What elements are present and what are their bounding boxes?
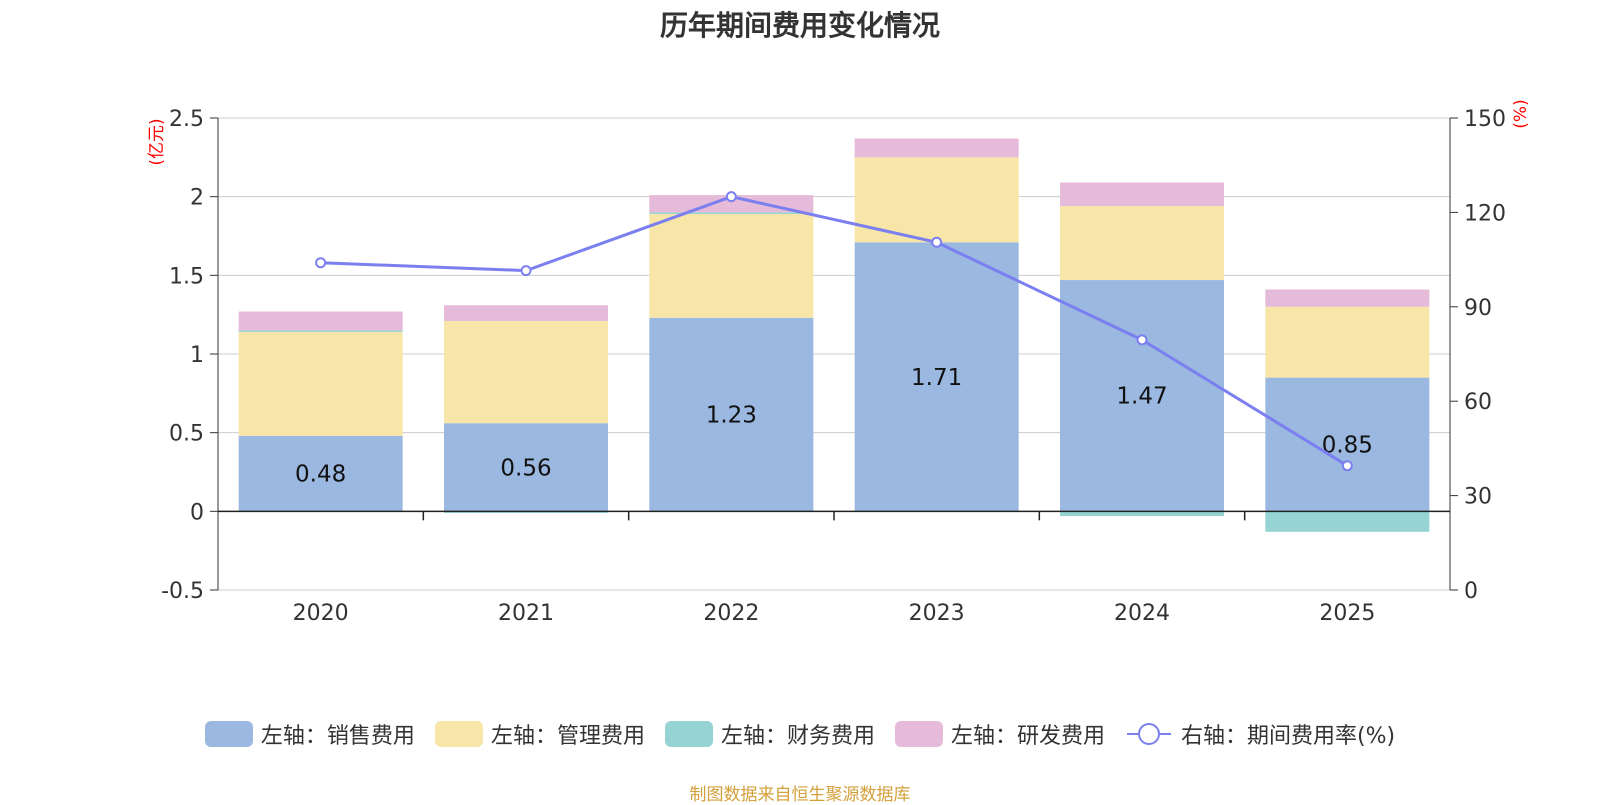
- y-right-tick-label: 30: [1464, 485, 1492, 510]
- legend-label-sales: 左轴：销售费用: [260, 724, 415, 749]
- bar-segment-1-2021: [444, 320, 608, 424]
- chart-title: 历年期间费用变化情况: [659, 9, 940, 42]
- y-right-unit: (%): [1511, 99, 1531, 128]
- legend-label-admin: 左轴：管理费用: [490, 724, 645, 749]
- legend-item-finance[interactable]: 左轴：财务费用: [664, 718, 875, 750]
- y-right-tick-label: 90: [1464, 296, 1492, 321]
- y-left-tick-label: 1.5: [169, 264, 204, 289]
- source-note: 制图数据来自恒生聚源数据库: [689, 785, 911, 805]
- y-left-tick-label: 1: [190, 343, 204, 368]
- legend-item-rnd[interactable]: 左轴：研发费用: [894, 718, 1105, 750]
- x-tick-label: 2022: [703, 601, 759, 626]
- y-right-tick-label: 150: [1464, 107, 1506, 132]
- bar-segment-3-2020: [238, 311, 403, 331]
- y-left-tick-label: 0.5: [169, 422, 204, 447]
- bar-segment-2-2024: [1060, 511, 1224, 517]
- y-left-tick-label: 2: [190, 186, 204, 211]
- bar-segment-2-2021: [444, 511, 608, 513]
- x-tick-label: 2020: [293, 601, 349, 626]
- legend-label-rate: 右轴：期间费用率(%): [1180, 724, 1396, 749]
- rate-point-2024: [1136, 334, 1148, 346]
- bar-segment-1-2024: [1060, 206, 1224, 281]
- bar-segment-1-2020: [238, 331, 403, 436]
- rate-point-2022: [725, 191, 737, 203]
- y-left-tick-label: 0: [190, 500, 204, 525]
- legend-swatch-sales: [204, 721, 253, 747]
- y-right-tick-label: 60: [1464, 390, 1492, 415]
- y-left-unit: (亿元): [147, 118, 167, 165]
- rate-point-2025: [1341, 460, 1353, 472]
- bar-segment-0-2022: [649, 317, 814, 512]
- bar-segment-0-2025: [1265, 377, 1430, 512]
- bar-segment-3-2025: [1265, 289, 1430, 307]
- rate-line: [320, 195, 1349, 467]
- legend-swatch-rate: [1126, 723, 1171, 745]
- bar-segment-1-2025: [1265, 306, 1430, 378]
- legend: 左轴：销售费用 左轴：管理费用 左轴：财务费用 左轴：研发费用 右轴：期间费用率…: [0, 718, 1600, 750]
- bar-segment-2-2020: [238, 330, 403, 332]
- data-label: 0.56: [500, 455, 551, 481]
- y-right-tick-label: 0: [1464, 579, 1478, 604]
- x-tick-label: 2024: [1114, 601, 1170, 626]
- y-right-tick-label: 120: [1464, 201, 1506, 226]
- legend-item-admin[interactable]: 左轴：管理费用: [434, 718, 645, 750]
- data-label: 1.71: [911, 365, 962, 391]
- rate-point-2023: [931, 236, 943, 248]
- bar-segment-0-2023: [854, 242, 1019, 512]
- bar-segment-3-2023: [854, 138, 1019, 158]
- bar-segment-0-2020: [238, 435, 403, 512]
- rate-point-2021: [520, 265, 532, 277]
- y-left-tick-label: 2.5: [169, 107, 204, 132]
- legend-item-sales[interactable]: 左轴：销售费用: [204, 718, 415, 750]
- bar-segment-0-2024: [1060, 280, 1224, 512]
- rate-point-2020: [315, 257, 327, 269]
- bar-segment-0-2021: [444, 423, 608, 512]
- bar-segment-3-2024: [1060, 182, 1224, 207]
- legend-item-rate[interactable]: 右轴：期间费用率(%): [1125, 718, 1395, 750]
- bar-segment-2-2025: [1265, 511, 1430, 532]
- x-tick-label: 2025: [1319, 601, 1375, 626]
- bar-segment-2-2022: [649, 212, 814, 214]
- bar-segment-3-2022: [649, 195, 814, 213]
- legend-swatch-rnd: [894, 721, 943, 747]
- legend-swatch-finance: [664, 721, 713, 747]
- x-tick-label: 2021: [498, 601, 554, 626]
- data-label: 1.23: [706, 403, 757, 429]
- bar-segment-1-2023: [854, 157, 1019, 243]
- bar-segment-3-2021: [444, 305, 608, 321]
- data-label: 0.48: [295, 462, 346, 488]
- legend-label-finance: 左轴：财务费用: [720, 724, 875, 749]
- legend-label-rnd: 左轴：研发费用: [950, 724, 1105, 749]
- data-label: 1.47: [1116, 384, 1167, 410]
- legend-swatch-admin: [434, 721, 483, 747]
- y-left-tick-label: -0.5: [161, 579, 204, 604]
- bar-segment-1-2022: [649, 213, 814, 318]
- x-tick-label: 2023: [909, 601, 965, 626]
